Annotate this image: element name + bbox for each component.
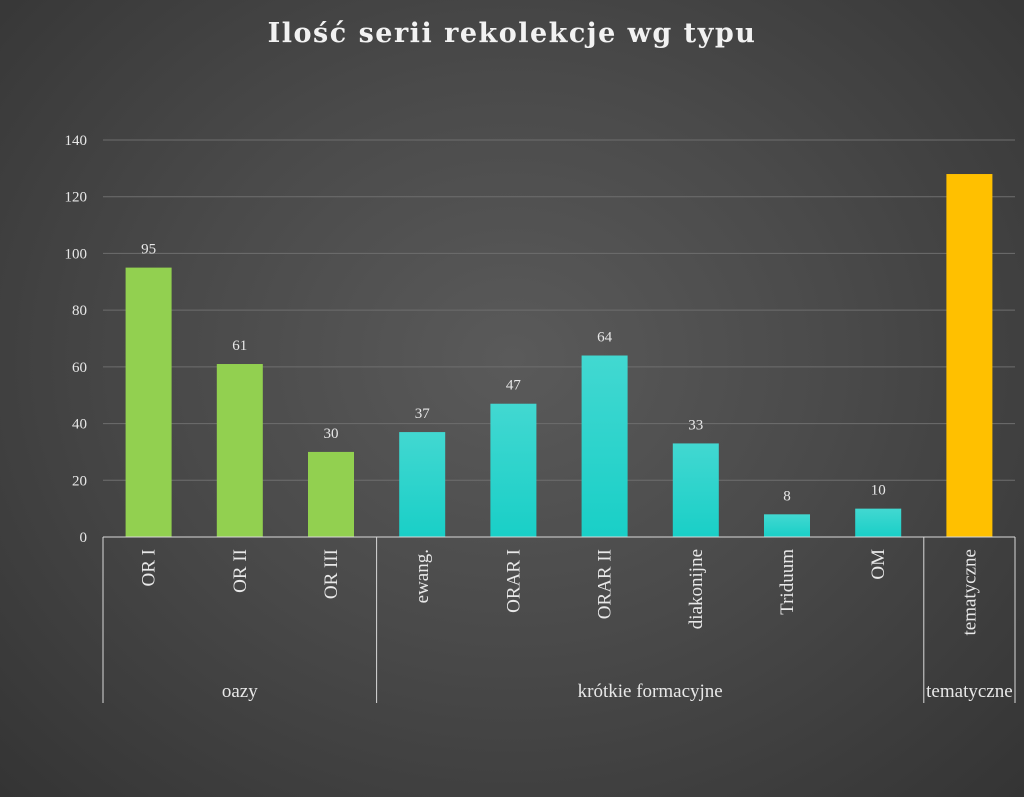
- bar: [946, 174, 993, 537]
- data-label: 10: [871, 483, 886, 499]
- data-labels: 95 61 30 37 47 64 33 8 10: [141, 242, 886, 505]
- bar: [125, 267, 172, 537]
- bar: [581, 355, 628, 537]
- x-tick-label: ORAR II: [595, 549, 616, 619]
- bars: [125, 174, 993, 537]
- bar: [764, 514, 810, 537]
- bar: [216, 364, 263, 537]
- x-axis: [102, 536, 1016, 703]
- x-axis-group-labels: oazy krótkie formacyjne tematyczne: [222, 681, 1013, 702]
- y-tick-label: 60: [72, 360, 87, 376]
- chart-title: Ilość serii rekolekcje wg typu: [267, 18, 757, 49]
- data-label: 8: [783, 488, 791, 504]
- y-tick-label: 140: [65, 133, 88, 149]
- group-label: oazy: [222, 681, 258, 702]
- y-tick-label: 40: [72, 417, 87, 433]
- group-label: tematyczne: [926, 681, 1013, 702]
- y-tick-label: 100: [65, 246, 88, 262]
- x-tick-label: OR II: [230, 549, 251, 593]
- bar: [399, 432, 446, 537]
- x-tick-label: tematyczne: [959, 549, 980, 636]
- data-label: 47: [506, 378, 522, 394]
- data-label: 61: [232, 338, 247, 354]
- bar: [672, 443, 719, 537]
- x-tick-label: ORAR I: [503, 549, 524, 613]
- x-tick-label: OM: [868, 549, 889, 580]
- x-tick-label: OR III: [321, 549, 342, 599]
- bar: [855, 508, 902, 537]
- data-label: 37: [415, 406, 431, 422]
- x-tick-label: ewang.: [412, 549, 433, 603]
- y-tick-label: 80: [72, 303, 87, 319]
- x-tick-label: diakonijne: [686, 549, 707, 629]
- x-axis-category-labels: OR I OR II OR III ewang. ORAR I ORAR II diakon…: [139, 549, 981, 636]
- x-tick-label: Triduum: [777, 549, 798, 615]
- y-tick-label: 0: [80, 530, 88, 546]
- x-tick-label: OR I: [139, 549, 160, 586]
- data-label: 30: [324, 426, 339, 442]
- group-label: krótkie formacyjne: [578, 681, 723, 702]
- bar: [490, 403, 537, 537]
- data-label: 64: [597, 330, 613, 346]
- y-tick-label: 20: [72, 473, 87, 489]
- data-label: 33: [688, 417, 703, 433]
- y-tick-label: 120: [65, 190, 88, 206]
- bar: [308, 451, 354, 537]
- data-label: 95: [141, 242, 156, 258]
- y-axis-tick-labels: 0 20 40 60 80 100 120 140: [65, 133, 88, 546]
